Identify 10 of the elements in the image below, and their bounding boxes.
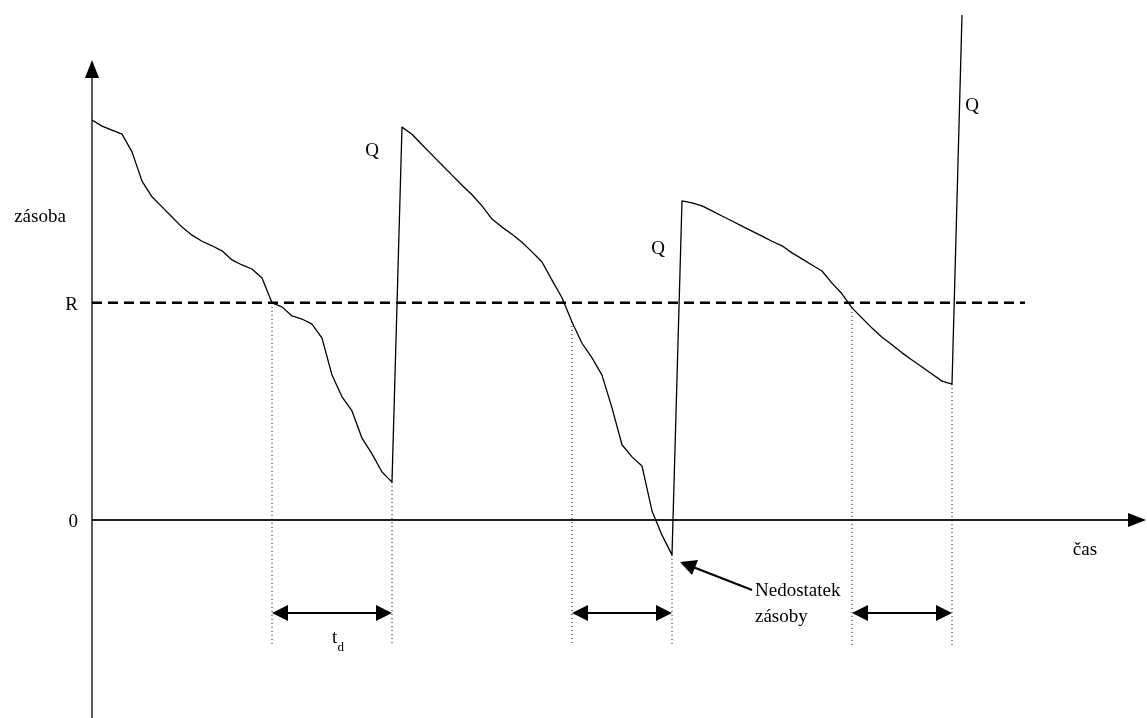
text: Nedostatek: [755, 579, 841, 600]
ref-line-label: 0: [68, 509, 78, 531]
x-axis-title: čas: [1072, 538, 1098, 559]
text: t$_{d}$: [332, 626, 345, 654]
annotation: Q: [651, 237, 666, 258]
ref-line-label: R: [65, 292, 79, 314]
text: zásoby: [755, 605, 809, 626]
y-axis-title: zásoba: [14, 205, 67, 226]
annotation: Q: [965, 94, 980, 115]
annotation: Q: [365, 139, 380, 160]
